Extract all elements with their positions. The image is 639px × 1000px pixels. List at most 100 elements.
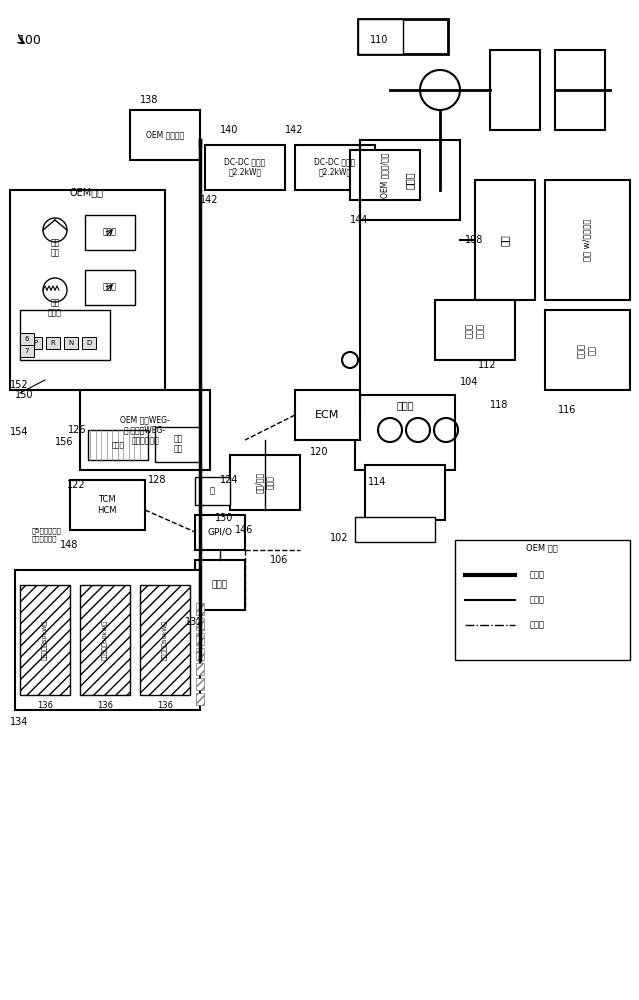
Bar — [88, 430, 148, 460]
Bar — [555, 50, 605, 130]
Bar — [196, 633, 204, 645]
Text: 140: 140 — [220, 125, 238, 135]
Text: 148: 148 — [60, 540, 79, 550]
Text: 152: 152 — [10, 380, 29, 390]
Bar — [545, 310, 630, 390]
Text: 112: 112 — [478, 360, 497, 370]
Bar — [46, 337, 60, 349]
Text: N: N — [68, 340, 73, 346]
Bar — [230, 455, 300, 510]
Text: 104: 104 — [460, 377, 479, 387]
Text: 110: 110 — [370, 35, 389, 45]
Text: ECM: ECM — [315, 410, 339, 420]
Bar — [196, 693, 204, 705]
Text: 能量存储（50kW）: 能量存储（50kW） — [42, 620, 48, 660]
Bar — [360, 140, 460, 220]
Bar — [196, 648, 204, 660]
Text: 制动压: 制动压 — [103, 282, 117, 292]
Text: 变速筱: 变速筱 — [405, 171, 415, 189]
Bar — [10, 190, 165, 390]
Text: 154: 154 — [10, 427, 29, 437]
Text: 模块 w/独立底槽: 模块 w/独立底槽 — [583, 219, 592, 261]
Text: 116: 116 — [558, 405, 576, 415]
Text: 泵: 泵 — [210, 487, 215, 495]
Bar — [358, 19, 403, 54]
Bar — [355, 517, 435, 542]
Bar — [195, 515, 245, 550]
Text: 124: 124 — [220, 475, 238, 485]
Text: 128: 128 — [148, 475, 167, 485]
Text: OEM 系列WEG-
油-空气和WEG-
空气冷却系统: OEM 系列WEG- 油-空气和WEG- 空气冷却系统 — [120, 415, 170, 445]
Text: 100: 100 — [18, 33, 42, 46]
Text: 126: 126 — [68, 425, 86, 435]
Bar — [355, 395, 455, 470]
Text: 122: 122 — [67, 480, 86, 490]
Text: 102: 102 — [330, 533, 348, 543]
Text: OEM 布线: OEM 布线 — [526, 544, 558, 552]
Text: DC-DC 转换器
（2.2kW）: DC-DC 转换器 （2.2kW） — [224, 157, 266, 177]
Text: 能量存储（50kW）: 能量存储（50kW） — [102, 620, 108, 660]
Bar — [85, 215, 135, 250]
Text: 压力/流量
电动泵: 压力/流量 电动泵 — [256, 471, 275, 493]
Text: R: R — [50, 340, 56, 346]
Text: 低压线: 低压线 — [530, 595, 545, 604]
Bar — [490, 50, 540, 130]
Text: 脱开的
离合器: 脱开的 离合器 — [465, 322, 485, 338]
Text: 空气压: 空气压 — [103, 228, 117, 236]
Text: 散热器: 散热器 — [112, 442, 125, 448]
Text: 冷却
风扇: 冷却 风扇 — [173, 434, 183, 454]
Bar — [475, 180, 535, 300]
Bar — [155, 427, 200, 462]
Bar — [20, 585, 70, 695]
Text: 132: 132 — [185, 617, 203, 627]
Text: 108: 108 — [465, 235, 483, 245]
Text: 电机: 电机 — [500, 234, 510, 246]
Text: 130: 130 — [215, 513, 233, 523]
Bar — [196, 663, 204, 675]
Bar — [196, 618, 204, 630]
Bar — [358, 19, 448, 54]
Bar — [20, 333, 34, 345]
Bar — [64, 337, 78, 349]
Bar — [455, 540, 630, 660]
Text: 134: 134 — [10, 717, 28, 727]
Text: TCM
HCM: TCM HCM — [97, 495, 117, 515]
Text: 144: 144 — [350, 215, 368, 225]
Bar — [435, 300, 515, 360]
Text: 7: 7 — [25, 348, 29, 354]
Text: 142: 142 — [285, 125, 304, 135]
Bar — [130, 110, 200, 160]
Text: 106: 106 — [270, 555, 288, 565]
Text: OEM 高压抽头: OEM 高压抽头 — [146, 130, 184, 139]
Text: GPI/O: GPI/O — [208, 528, 233, 536]
Text: OEM界面: OEM界面 — [70, 187, 104, 197]
Text: 114: 114 — [368, 477, 387, 487]
Bar — [195, 477, 230, 505]
Bar — [80, 390, 210, 470]
Text: 6: 6 — [25, 336, 29, 342]
Text: D: D — [86, 340, 91, 346]
Bar — [545, 180, 630, 300]
Text: 标查
发动机: 标查 发动机 — [48, 298, 62, 318]
Text: P: P — [33, 340, 37, 346]
Text: 离合
打开: 离合 打开 — [50, 238, 59, 258]
Bar — [205, 145, 285, 190]
Text: 逆变器: 逆变器 — [212, 580, 228, 589]
Bar — [70, 480, 145, 530]
Text: 156: 156 — [55, 437, 73, 447]
Text: 第5代变速筱和
混合控制模块: 第5代变速筱和 混合控制模块 — [32, 528, 62, 542]
Bar — [80, 585, 130, 695]
Text: 高压线: 高压线 — [530, 570, 545, 580]
Bar — [350, 150, 420, 200]
Bar — [196, 678, 204, 690]
Bar — [295, 390, 360, 440]
Bar — [195, 560, 245, 610]
Text: 136: 136 — [37, 700, 53, 710]
Text: 压力机
械泥: 压力机 械泥 — [577, 342, 597, 358]
Bar — [15, 570, 200, 710]
Text: 146: 146 — [235, 525, 254, 535]
Text: 120: 120 — [310, 447, 328, 457]
Bar — [196, 603, 204, 615]
Bar — [85, 270, 135, 305]
Bar — [295, 145, 375, 190]
